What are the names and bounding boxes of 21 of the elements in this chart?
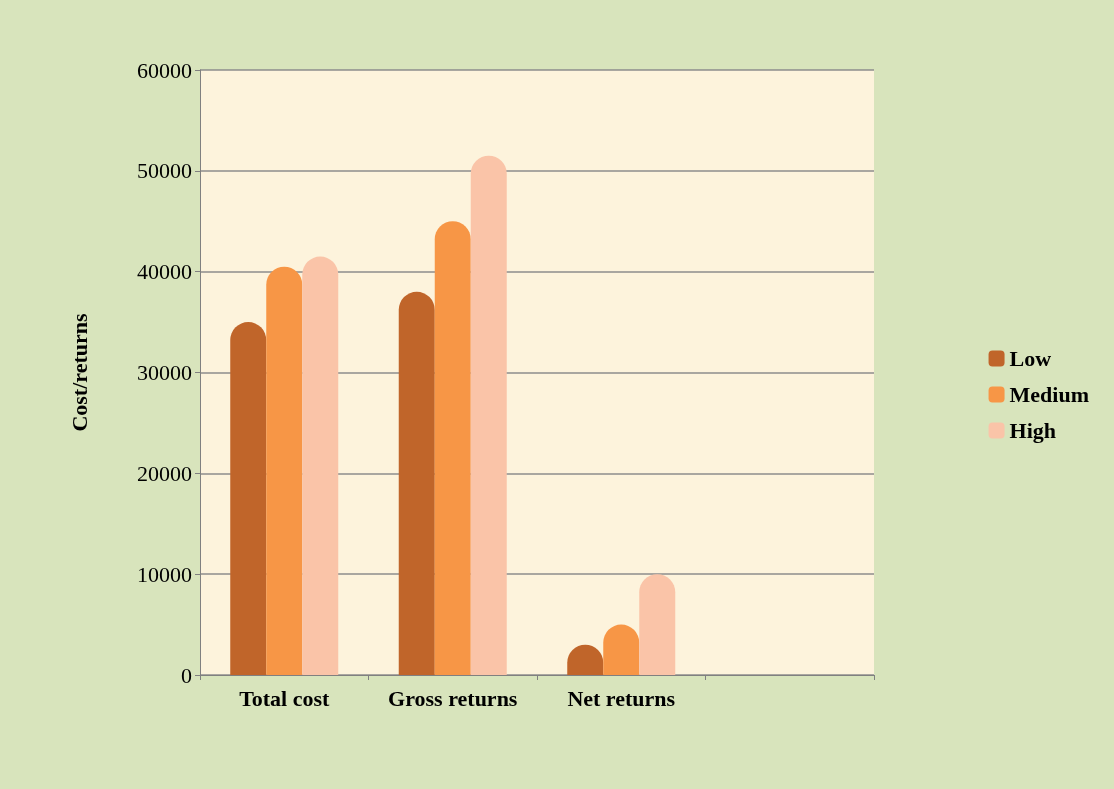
y-tick-label: 40000 [137, 259, 192, 285]
legend-label: Low [1009, 346, 1052, 371]
bar [639, 574, 676, 675]
bar [230, 322, 267, 675]
y-axis-title: Cost/returns [66, 313, 92, 432]
bar [398, 291, 435, 675]
x-tick-label: Total cost [239, 685, 331, 711]
y-tick-label: 0 [181, 662, 192, 688]
y-tick-label: 60000 [137, 57, 192, 83]
legend-label: High [1009, 418, 1057, 443]
bar [302, 256, 339, 675]
y-tick-label: 20000 [137, 460, 192, 486]
bar [470, 155, 507, 675]
x-tick-label: Gross returns [388, 685, 518, 711]
bar [434, 221, 471, 675]
legend-label: Medium [1009, 382, 1090, 407]
y-tick-label: 50000 [137, 158, 192, 184]
bar [266, 266, 303, 675]
y-tick-label: 10000 [137, 561, 192, 587]
y-tick-label: 30000 [137, 360, 192, 385]
x-tick-label: Net returns [567, 685, 676, 711]
